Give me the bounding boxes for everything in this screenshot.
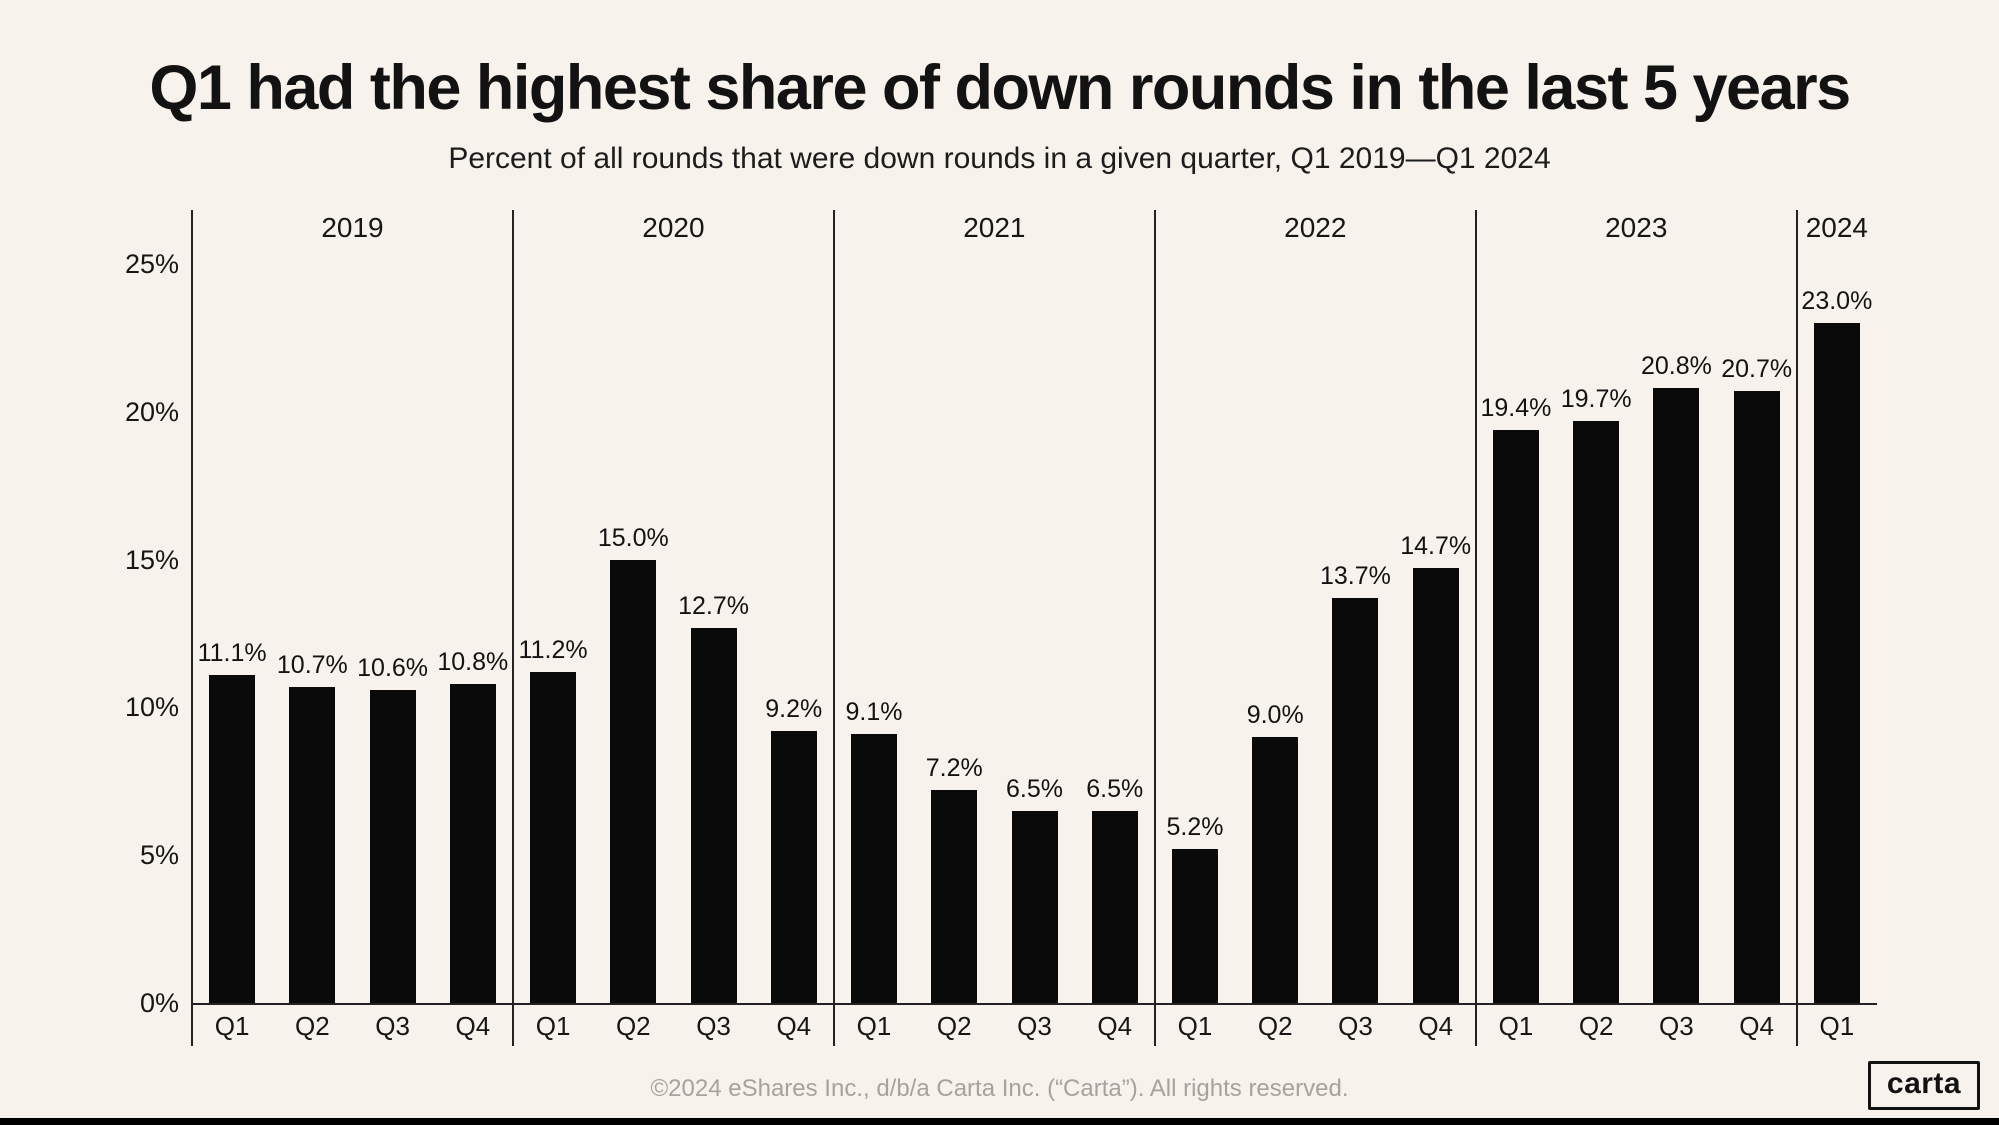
bar bbox=[690, 627, 737, 1003]
bar bbox=[1733, 391, 1780, 1003]
bar-value-label: 19.7% bbox=[1560, 384, 1632, 413]
y-axis-tick-label: 25% bbox=[124, 249, 179, 279]
quarter-tick-label: Q4 bbox=[776, 1011, 812, 1041]
bar-value-label: 15.0% bbox=[597, 523, 669, 552]
bar-value-label: 6.5% bbox=[1006, 774, 1063, 803]
bar bbox=[1653, 388, 1700, 1003]
bar-value-label: 13.7% bbox=[1319, 562, 1391, 591]
bar-value-label: 5.2% bbox=[1166, 813, 1224, 842]
bar-value-label: 11.1% bbox=[197, 638, 267, 667]
quarter-tick-label: Q1 bbox=[214, 1011, 250, 1041]
quarter-tick-label: Q4 bbox=[1418, 1011, 1454, 1041]
bar bbox=[289, 686, 336, 1003]
bottom-edge-strip bbox=[0, 1118, 1999, 1125]
bar bbox=[369, 689, 416, 1003]
bar bbox=[1813, 323, 1860, 1003]
bar-value-label: 19.4% bbox=[1480, 393, 1552, 422]
bar bbox=[1492, 429, 1539, 1003]
bar bbox=[851, 734, 898, 1003]
bar-value-label: 11.2% bbox=[518, 635, 588, 664]
quarter-tick-label: Q3 bbox=[1659, 1011, 1694, 1041]
bar bbox=[449, 683, 496, 1003]
bar-value-label: 20.8% bbox=[1640, 352, 1712, 381]
bar bbox=[1412, 568, 1459, 1003]
page-subtitle: Percent of all rounds that were down rou… bbox=[448, 142, 1551, 175]
quarter-tick-label: Q1 bbox=[1498, 1011, 1534, 1041]
y-axis-tick-label: 5% bbox=[139, 840, 179, 871]
carta-logo: carta bbox=[1868, 1061, 1980, 1110]
bar-value-label: 9.2% bbox=[765, 695, 823, 724]
bar bbox=[770, 731, 817, 1003]
bar bbox=[1171, 849, 1218, 1003]
y-axis-tick-label: 20% bbox=[124, 396, 179, 427]
bar-value-label: 9.1% bbox=[845, 698, 903, 726]
year-label: 2022 bbox=[1284, 212, 1347, 243]
quarter-tick-label: Q3 bbox=[375, 1011, 410, 1041]
bar bbox=[1252, 736, 1299, 1003]
x-axis-line bbox=[192, 1003, 1877, 1005]
quarter-tick-label: Q4 bbox=[1097, 1011, 1133, 1041]
bar bbox=[1573, 420, 1620, 1003]
bar-value-label: 9.0% bbox=[1246, 700, 1304, 729]
year-label: 2021 bbox=[963, 212, 1026, 243]
year-label: 2023 bbox=[1605, 212, 1668, 243]
year-label: 2024 bbox=[1805, 212, 1869, 243]
page-title: Q1 had the highest share of down rounds … bbox=[149, 53, 1851, 123]
quarter-tick-label: Q4 bbox=[1739, 1011, 1774, 1041]
bar-value-label: 7.2% bbox=[925, 754, 983, 783]
quarter-tick-label: Q1 bbox=[1177, 1011, 1213, 1041]
bar bbox=[610, 559, 657, 1003]
bar-value-label: 10.8% bbox=[437, 647, 509, 676]
y-axis-tick-label: 10% bbox=[124, 692, 179, 723]
quarter-tick-label: Q1 bbox=[535, 1011, 571, 1041]
bar-value-label: 14.7% bbox=[1400, 532, 1472, 561]
bar bbox=[931, 790, 978, 1003]
quarter-tick-label: Q2 bbox=[615, 1011, 651, 1041]
quarter-tick-label: Q2 bbox=[295, 1011, 330, 1041]
bar bbox=[1011, 810, 1058, 1003]
quarter-tick-label: Q2 bbox=[1578, 1011, 1614, 1041]
quarter-tick-label: Q3 bbox=[696, 1011, 731, 1041]
year-separator-line bbox=[1474, 210, 1477, 1046]
year-separator-line bbox=[1795, 210, 1798, 1046]
bar bbox=[1332, 598, 1379, 1003]
carta-logo-text: carta bbox=[1886, 1067, 1962, 1100]
footer-copyright: ©2024 eShares Inc., d/b/a Carta Inc. (“C… bbox=[650, 1075, 1349, 1102]
y-axis-line bbox=[191, 210, 193, 1046]
quarter-tick-label: Q1 bbox=[856, 1011, 892, 1041]
quarter-tick-label: Q2 bbox=[1257, 1011, 1293, 1041]
bar bbox=[530, 671, 577, 1003]
year-separator-line bbox=[1153, 210, 1156, 1046]
bar-value-label: 23.0% bbox=[1801, 287, 1873, 316]
bar bbox=[209, 674, 256, 1003]
year-separator-line bbox=[511, 210, 514, 1046]
quarter-tick-label: Q4 bbox=[455, 1011, 491, 1041]
quarter-tick-label: Q3 bbox=[1017, 1011, 1052, 1041]
bar-value-label: 10.7% bbox=[276, 650, 348, 679]
year-label: 2020 bbox=[642, 212, 705, 243]
bar-value-label: 12.7% bbox=[678, 591, 749, 620]
bar-value-label: 10.6% bbox=[357, 653, 429, 682]
quarter-tick-label: Q2 bbox=[936, 1011, 972, 1041]
bar bbox=[1091, 810, 1138, 1003]
y-axis-tick-label: 0% bbox=[139, 988, 179, 1018]
year-label: 2019 bbox=[321, 212, 384, 243]
quarter-tick-label: Q3 bbox=[1338, 1011, 1373, 1041]
quarter-tick-label: Q1 bbox=[1819, 1011, 1855, 1041]
bar-value-label: 6.5% bbox=[1086, 774, 1144, 803]
y-axis-tick-label: 15% bbox=[124, 544, 179, 575]
bar-value-label: 20.7% bbox=[1721, 355, 1793, 384]
year-separator-line bbox=[832, 210, 835, 1046]
